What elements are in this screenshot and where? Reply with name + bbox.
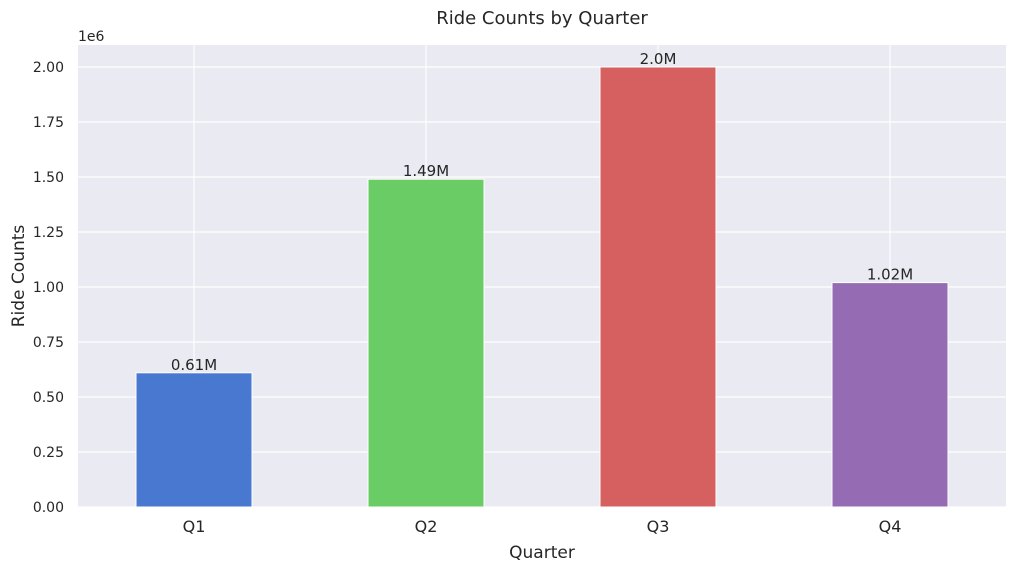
bar-q3: [599, 66, 717, 508]
x-tick-label: Q2: [415, 517, 438, 536]
bar-value-label: 1.49M: [403, 162, 449, 180]
y-tick-label: 1.50: [33, 170, 64, 186]
y-axis-ticks: 0.00 0.25 0.50 0.75 1.00 1.25 1.50 1.75 2.00: [33, 60, 64, 516]
x-axis-ticks: Q1 Q2 Q3 Q4: [183, 517, 902, 536]
bar-data-labels: 0.61M 1.49M 2.0M 1.02M: [171, 50, 913, 374]
bar-value-label: 1.02M: [867, 266, 913, 284]
y-tick-label: 1.00: [33, 280, 64, 296]
x-tick-label: Q4: [879, 517, 902, 536]
y-axis-scale-label: 1e6: [78, 29, 105, 45]
y-tick-label: 0.00: [33, 500, 64, 516]
chart-title: Ride Counts by Quarter: [436, 8, 648, 29]
y-axis-label: Ride Counts: [9, 225, 29, 328]
y-tick-label: 1.25: [33, 225, 64, 241]
bar-q4: [831, 282, 949, 508]
y-tick-label: 2.00: [33, 60, 64, 76]
bar-q1: [135, 372, 253, 508]
bars: [135, 66, 949, 508]
x-axis-label: Quarter: [509, 543, 575, 563]
y-tick-label: 0.75: [33, 335, 64, 351]
x-tick-label: Q3: [647, 517, 670, 536]
bar-value-label: 0.61M: [171, 356, 217, 374]
y-tick-label: 0.25: [33, 445, 64, 461]
y-tick-label: 0.50: [33, 390, 64, 406]
x-tick-label: Q1: [183, 517, 206, 536]
bar-value-label: 2.0M: [640, 50, 677, 68]
bar-q2: [367, 178, 485, 508]
y-tick-label: 1.75: [33, 115, 64, 131]
